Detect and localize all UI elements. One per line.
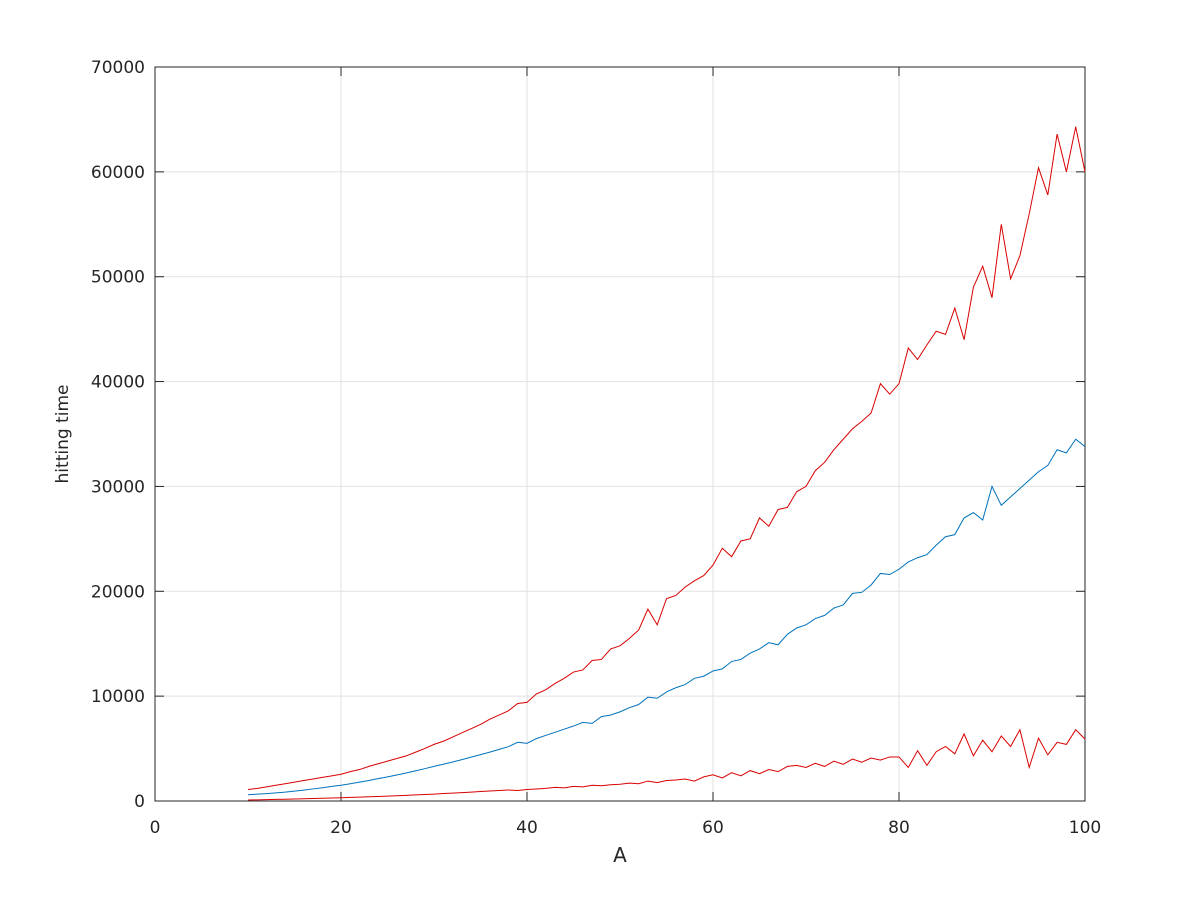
plot-frame bbox=[154, 66, 1086, 802]
y-tick-label: 50000 bbox=[91, 268, 145, 288]
series-line bbox=[247, 126, 1086, 790]
y-tick-label: 30000 bbox=[91, 477, 145, 497]
series-line bbox=[247, 438, 1086, 796]
y-tick-label: 0 bbox=[134, 792, 145, 812]
y-tick-label: 10000 bbox=[91, 687, 145, 707]
x-axis-label: A bbox=[613, 843, 627, 867]
y-tick-label: 70000 bbox=[91, 58, 145, 78]
x-tick-label: 60 bbox=[702, 818, 724, 838]
y-axis-label: hitting time bbox=[53, 385, 73, 484]
x-tick-label: 0 bbox=[150, 818, 161, 838]
x-tick-label: 80 bbox=[888, 818, 910, 838]
x-tick-label: 40 bbox=[516, 818, 538, 838]
x-tick-label: 100 bbox=[1069, 818, 1101, 838]
series-line bbox=[247, 728, 1086, 801]
y-tick-label: 60000 bbox=[91, 163, 145, 183]
x-tick-label: 20 bbox=[330, 818, 352, 838]
y-tick-label: 20000 bbox=[91, 582, 145, 602]
y-tick-label: 40000 bbox=[91, 373, 145, 393]
